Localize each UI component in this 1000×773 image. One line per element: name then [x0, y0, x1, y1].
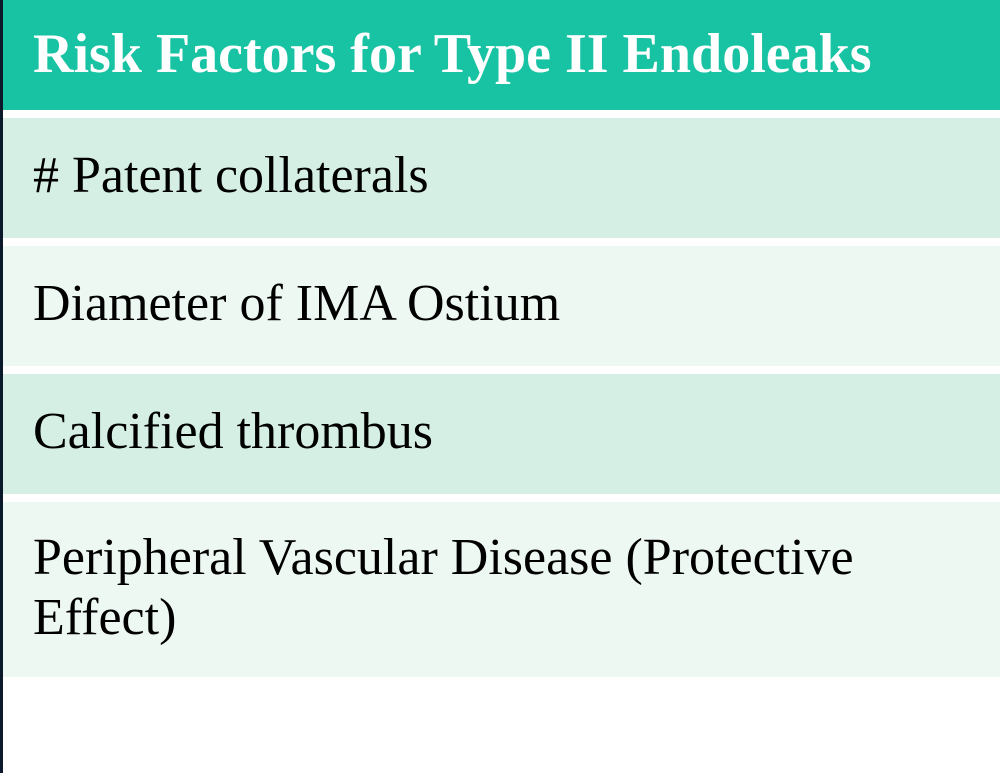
risk-factors-table: Risk Factors for Type II Endoleaks # Pat…	[0, 0, 1000, 773]
table-row: # Patent collaterals	[3, 118, 1000, 238]
table-header: Risk Factors for Type II Endoleaks	[3, 0, 1000, 110]
table-row: Diameter of IMA Ostium	[3, 246, 1000, 366]
row-gap	[3, 494, 1000, 502]
table-row: Calcified thrombus	[3, 374, 1000, 494]
row-gap	[3, 366, 1000, 374]
row-gap	[3, 238, 1000, 246]
row-gap	[3, 110, 1000, 118]
table-row: Peripheral Vascular Disease (Protective …	[3, 502, 1000, 678]
